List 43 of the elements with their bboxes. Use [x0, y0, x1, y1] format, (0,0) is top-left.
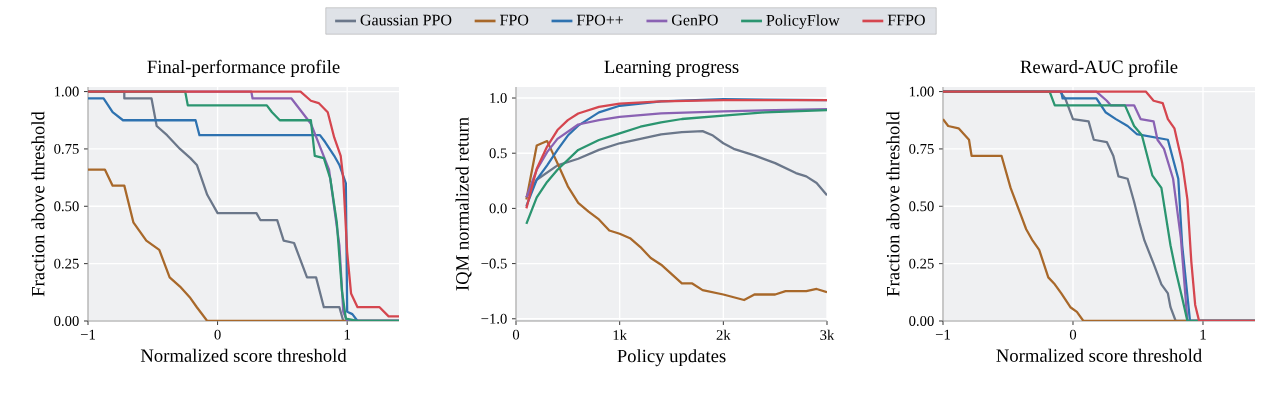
x-tick-label: 1k [613, 329, 628, 340]
legend-label: Gaussian PPO [360, 14, 452, 26]
y-axis-title: IQM normalized return [455, 117, 472, 291]
legend-label: FPO [499, 14, 529, 26]
x-tick-label: 0 [1069, 329, 1077, 340]
y-tick-label: 0.50 [54, 201, 79, 212]
line-series [525, 107, 827, 199]
chart-title: Learning progress [604, 60, 739, 77]
legend-label: GenPO [671, 14, 718, 26]
x-tick-label: 1 [1200, 329, 1206, 340]
x-tick-label: 2k [716, 329, 731, 340]
x-tick-label: 1 [344, 329, 350, 340]
y-tick-label: 0.75 [54, 143, 79, 154]
y-tick-label: 0.50 [909, 201, 934, 212]
y-tick-label: 1.00 [909, 86, 934, 97]
y-tick-label: 0.25 [54, 258, 79, 269]
line-series [525, 139, 827, 302]
line-series [525, 130, 827, 199]
y-tick-label: 0.5 [489, 148, 507, 159]
y-tick-label: 0.0 [489, 203, 507, 214]
y-tick-label: −0.5 [481, 258, 507, 269]
x-tick-label: 3k [820, 329, 835, 341]
x-tick-label: 0 [214, 329, 221, 340]
y-axis-title: Fraction above threshold [886, 111, 900, 297]
x-axis-title: Policy updates [617, 349, 726, 367]
y-tick-label: −1.0 [481, 313, 507, 324]
y-tick-label: 0.25 [909, 258, 934, 269]
x-tick-label: 0 [512, 329, 520, 340]
chart-title: Final-performance profile [147, 59, 340, 77]
legend-label: FFPO [887, 14, 925, 26]
x-tick-label: −1 [935, 329, 950, 340]
x-axis-title: Normalized score threshold [996, 348, 1202, 362]
y-tick-label: 1.0 [490, 93, 507, 104]
legend-label: FPO++ [576, 14, 624, 26]
legend-label: PolicyFlow [766, 14, 840, 29]
y-tick-label: 0.00 [909, 316, 934, 326]
y-tick-label: 0.00 [54, 316, 79, 326]
y-tick-label: 0.75 [909, 143, 934, 154]
x-axis-title: Normalized score threshold [140, 348, 347, 362]
x-tick-label: −1 [80, 329, 95, 340]
y-axis-title: Fraction above threshold [31, 111, 45, 297]
y-tick-label: 1.00 [54, 86, 79, 97]
chart-title: Reward-AUC profile [1020, 59, 1178, 77]
